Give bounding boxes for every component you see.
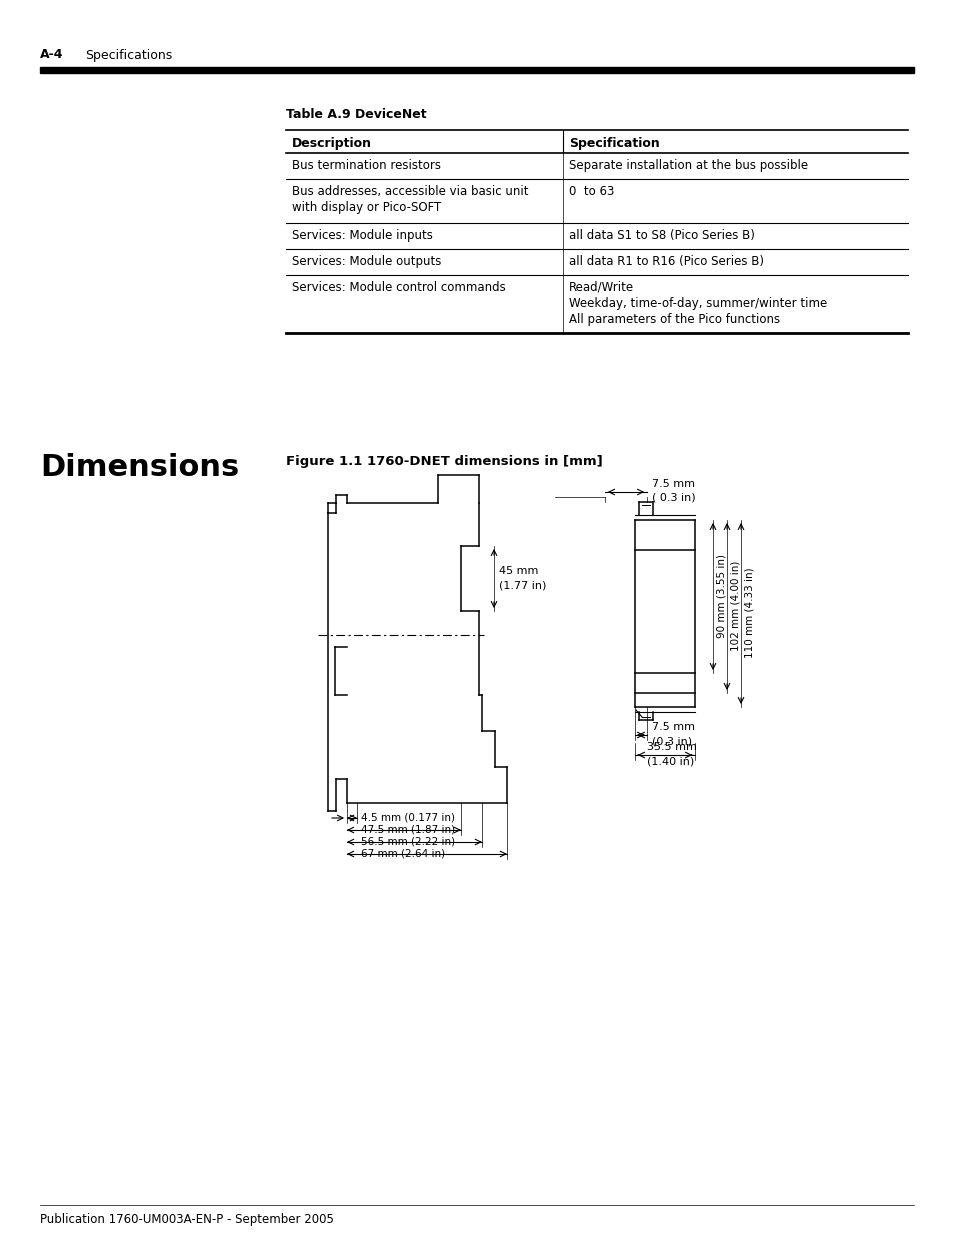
Text: (1.40 in): (1.40 in) <box>646 757 694 767</box>
Text: 7.5 mm: 7.5 mm <box>651 479 695 489</box>
Text: Services: Module inputs: Services: Module inputs <box>292 228 433 242</box>
Text: Table A.9 DeviceNet: Table A.9 DeviceNet <box>286 107 426 121</box>
Text: 7.5 mm: 7.5 mm <box>651 722 695 732</box>
Text: Bus addresses, accessible via basic unit
with display or Pico-SOFT: Bus addresses, accessible via basic unit… <box>292 185 528 214</box>
Text: 45 mm: 45 mm <box>498 566 537 576</box>
Text: ( 0.3 in): ( 0.3 in) <box>651 493 695 503</box>
Text: Publication 1760-UM003A-EN-P - September 2005: Publication 1760-UM003A-EN-P - September… <box>40 1214 334 1226</box>
Text: 102 mm (4.00 in): 102 mm (4.00 in) <box>730 561 740 651</box>
Text: 56.5 mm (2.22 in): 56.5 mm (2.22 in) <box>360 837 455 847</box>
Text: Specification: Specification <box>568 137 659 149</box>
Text: 90 mm (3.55 in): 90 mm (3.55 in) <box>717 555 726 638</box>
Text: 4.5 mm (0.177 in): 4.5 mm (0.177 in) <box>360 813 455 823</box>
Bar <box>40 67 913 73</box>
Text: Services: Module control commands: Services: Module control commands <box>292 282 505 294</box>
Text: (1.77 in): (1.77 in) <box>498 580 546 592</box>
Text: Read/Write
Weekday, time-of-day, summer/winter time
All parameters of the Pico f: Read/Write Weekday, time-of-day, summer/… <box>568 282 826 326</box>
Text: 0  to 63: 0 to 63 <box>568 185 614 198</box>
Text: 110 mm (4.33 in): 110 mm (4.33 in) <box>744 568 754 658</box>
Text: A-4: A-4 <box>40 48 64 62</box>
Text: Separate installation at the bus possible: Separate installation at the bus possibl… <box>568 159 807 172</box>
Text: Services: Module outputs: Services: Module outputs <box>292 254 441 268</box>
Text: Bus termination resistors: Bus termination resistors <box>292 159 440 172</box>
Text: (0.3 in): (0.3 in) <box>651 736 691 746</box>
Text: 35.5 mm: 35.5 mm <box>646 742 696 752</box>
Text: all data S1 to S8 (Pico Series B): all data S1 to S8 (Pico Series B) <box>568 228 754 242</box>
Text: Description: Description <box>292 137 372 149</box>
Text: all data R1 to R16 (Pico Series B): all data R1 to R16 (Pico Series B) <box>568 254 763 268</box>
Text: 67 mm (2.64 in): 67 mm (2.64 in) <box>360 848 445 860</box>
Text: Specifications: Specifications <box>85 48 172 62</box>
Text: Figure 1.1 1760-DNET dimensions in [mm]: Figure 1.1 1760-DNET dimensions in [mm] <box>286 456 602 468</box>
Text: Dimensions: Dimensions <box>40 453 239 483</box>
Text: 47.5 mm (1.87 in): 47.5 mm (1.87 in) <box>360 825 455 835</box>
